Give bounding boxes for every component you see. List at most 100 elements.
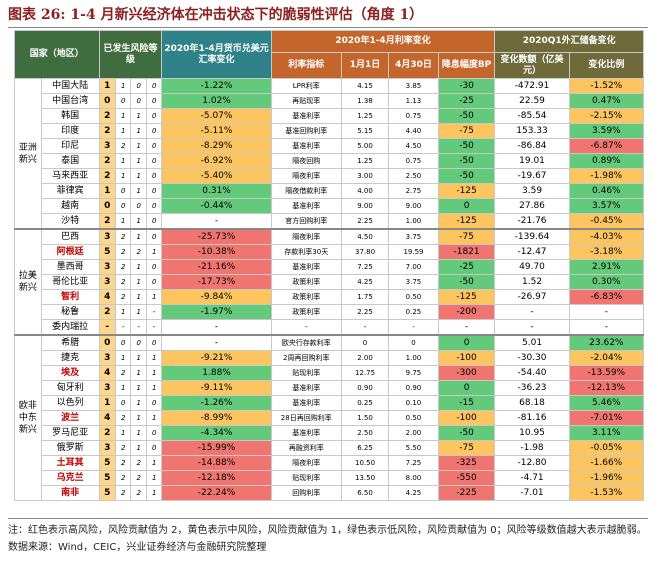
currency-change: - (161, 319, 272, 336)
risk-score: 1 (130, 274, 147, 290)
rate-cut-bp: -50 (437, 153, 496, 169)
risk-level: 2 (98, 425, 117, 441)
rate-indicator: 基准回购利率 (270, 123, 342, 139)
country: 乌克兰 (40, 470, 100, 486)
region: 拉美新兴 (14, 228, 42, 336)
rate-jan1: 2.00 (340, 350, 390, 366)
reserve-ratio: -0.45% (568, 213, 645, 230)
rate-indicator: 基准利率 (270, 259, 342, 275)
rate-indicator: 隔夜回购 (270, 153, 342, 169)
header: 变化比例 (568, 52, 645, 79)
reserve-amount: 68.18 (494, 395, 570, 411)
risk-score: 2 (115, 244, 132, 260)
risk-level: 1 (98, 78, 117, 94)
risk-score: 1 (130, 365, 147, 381)
country: 越南 (40, 198, 100, 214)
risk-score: 0 (145, 123, 163, 139)
risk-level: - (98, 319, 117, 336)
note: 数据来源：Wind，CEIC，兴业证券经济与金融研究院整理 (8, 542, 267, 553)
risk-level: 4 (98, 365, 117, 381)
country: 南非 (40, 485, 100, 501)
rate-cut-bp: 0 (437, 380, 496, 396)
risk-level: 2 (98, 304, 117, 320)
currency-change: -1.22% (161, 78, 272, 94)
rate-indicator: 基准利率 (270, 198, 342, 214)
risk-score: 1 (130, 213, 147, 230)
row: 中国台湾 0 0 0 0 1.02% 再贴现率 1.38 1.13 -25 22.59 0.47% (15, 93, 645, 109)
row: 埃及 4 2 1 1 1.88% 贴现利率 12.75 9.75 -300 -54.40 -13.59… (15, 365, 645, 381)
reserve-amount: 27.86 (494, 198, 570, 214)
country: 土耳其 (40, 455, 100, 471)
risk-level: 5 (98, 244, 117, 260)
rate-jan1: 0 (340, 334, 390, 351)
rate-cut-bp: -125 (437, 213, 496, 230)
risk-score: - (145, 304, 163, 320)
rate-apr30: 0.50 (388, 410, 439, 426)
risk-score: 1 (130, 259, 147, 275)
country: 沙特 (40, 213, 100, 230)
rate-apr30: 9.75 (388, 365, 439, 381)
risk-score: 1 (130, 183, 147, 199)
risk-level: 4 (98, 410, 117, 426)
risk-level: 2 (98, 123, 117, 139)
rate-indicator: 基准利率 (270, 108, 342, 124)
currency-change: -14.88% (161, 455, 272, 471)
risk-score: 2 (115, 138, 132, 154)
reserve-amount: -7.01 (494, 485, 570, 501)
rate-indicator: 28日再回购利率 (270, 410, 342, 426)
rate-cut-bp: -75 (437, 440, 496, 456)
risk-level: 2 (98, 108, 117, 124)
risk-score: 1 (130, 289, 147, 305)
reserve-ratio: -13.59% (568, 365, 645, 381)
risk-score: 2 (115, 485, 132, 501)
rate-apr30: 7.25 (388, 455, 439, 471)
currency-change: -1.97% (161, 304, 272, 320)
header: 1月1日 (340, 52, 390, 79)
rate-cut-bp: -225 (437, 485, 496, 501)
country: 墨西哥 (40, 259, 100, 275)
reserve-ratio: - (568, 304, 645, 320)
risk-score: 2 (115, 289, 132, 305)
risk-score: - (115, 319, 132, 336)
row: 欧非中东新兴 希腊 0 0 0 0- 欧央行存款利率 0 0 0 5.01 23.62% (14, 334, 645, 501)
reserve-ratio: -1.96% (568, 470, 645, 486)
rate-cut-bp: -50 (437, 108, 496, 124)
risk-score: 1 (115, 153, 132, 169)
rate-indicator: LPR利率 (270, 78, 342, 94)
row: 匈牙利 3 1 1 1 -9.11% 基准利率 0.90 0.90 0 -36.23 -12.13% (15, 380, 645, 396)
reserve-amount: -19.67 (494, 168, 570, 184)
risk-score: 0 (145, 274, 163, 290)
rate-apr30: 0.10 (388, 395, 439, 411)
row: 亚洲新兴 中国大陆 1 1 0 0 -1.22% LPR利率 4.15 3.85 -30 -472.9… (14, 78, 645, 230)
rate-jan1: 13.50 (340, 470, 390, 486)
risk-score: 1 (145, 350, 163, 366)
reserve-ratio: 5.46% (568, 395, 645, 411)
risk-score: 1 (145, 410, 163, 426)
reserve-amount: 3.59 (494, 183, 570, 199)
currency-change: -8.99% (161, 410, 272, 426)
country: 哥伦比亚 (40, 274, 100, 290)
rate-jan1: 9.00 (340, 198, 390, 214)
rate-jan1: 4.00 (340, 183, 390, 199)
header: 4月30日 (388, 52, 439, 79)
risk-level: 0 (98, 334, 117, 351)
risk-score: 1 (130, 228, 147, 245)
risk-score: 1 (145, 380, 163, 396)
risk-score: 2 (115, 470, 132, 486)
row: 墨西哥 3 2 1 0 -21.16% 基准利率 7.25 7.00 -25 49.70 2.91% (15, 259, 645, 275)
risk-level: 2 (98, 168, 117, 184)
risk-level: 0 (98, 198, 117, 214)
country: 波兰 (40, 410, 100, 426)
risk-score: 0 (130, 78, 147, 94)
reserve-ratio: -12.13% (568, 380, 645, 396)
risk-score: 1 (145, 485, 163, 501)
risk-score: 0 (145, 168, 163, 184)
rate-apr30: 1.00 (388, 350, 439, 366)
currency-change: -5.07% (161, 108, 272, 124)
risk-level: 1 (98, 395, 117, 411)
reserve-amount: 19.01 (494, 153, 570, 169)
risk-score: 0 (145, 198, 163, 214)
row: 沙特 2 1 1 0- 官方回购利率 2.25 1.00 -125 -21.76 -0.45% (15, 213, 645, 230)
risk-score: 1 (115, 304, 132, 320)
reserve-ratio: 0.30% (568, 274, 645, 290)
